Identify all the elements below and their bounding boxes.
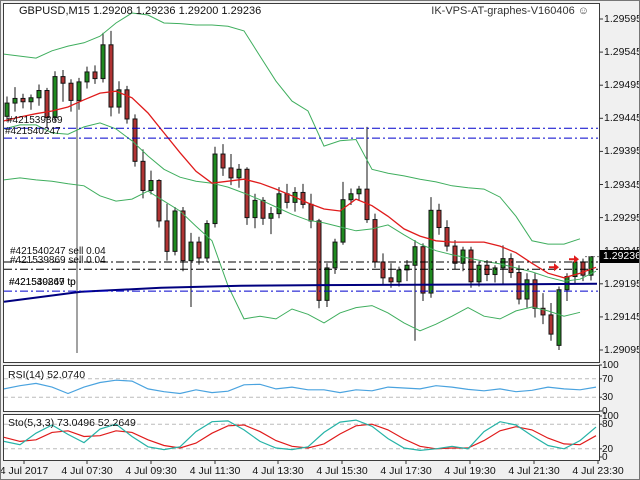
current-price-tag: 1.29236: [600, 250, 639, 263]
